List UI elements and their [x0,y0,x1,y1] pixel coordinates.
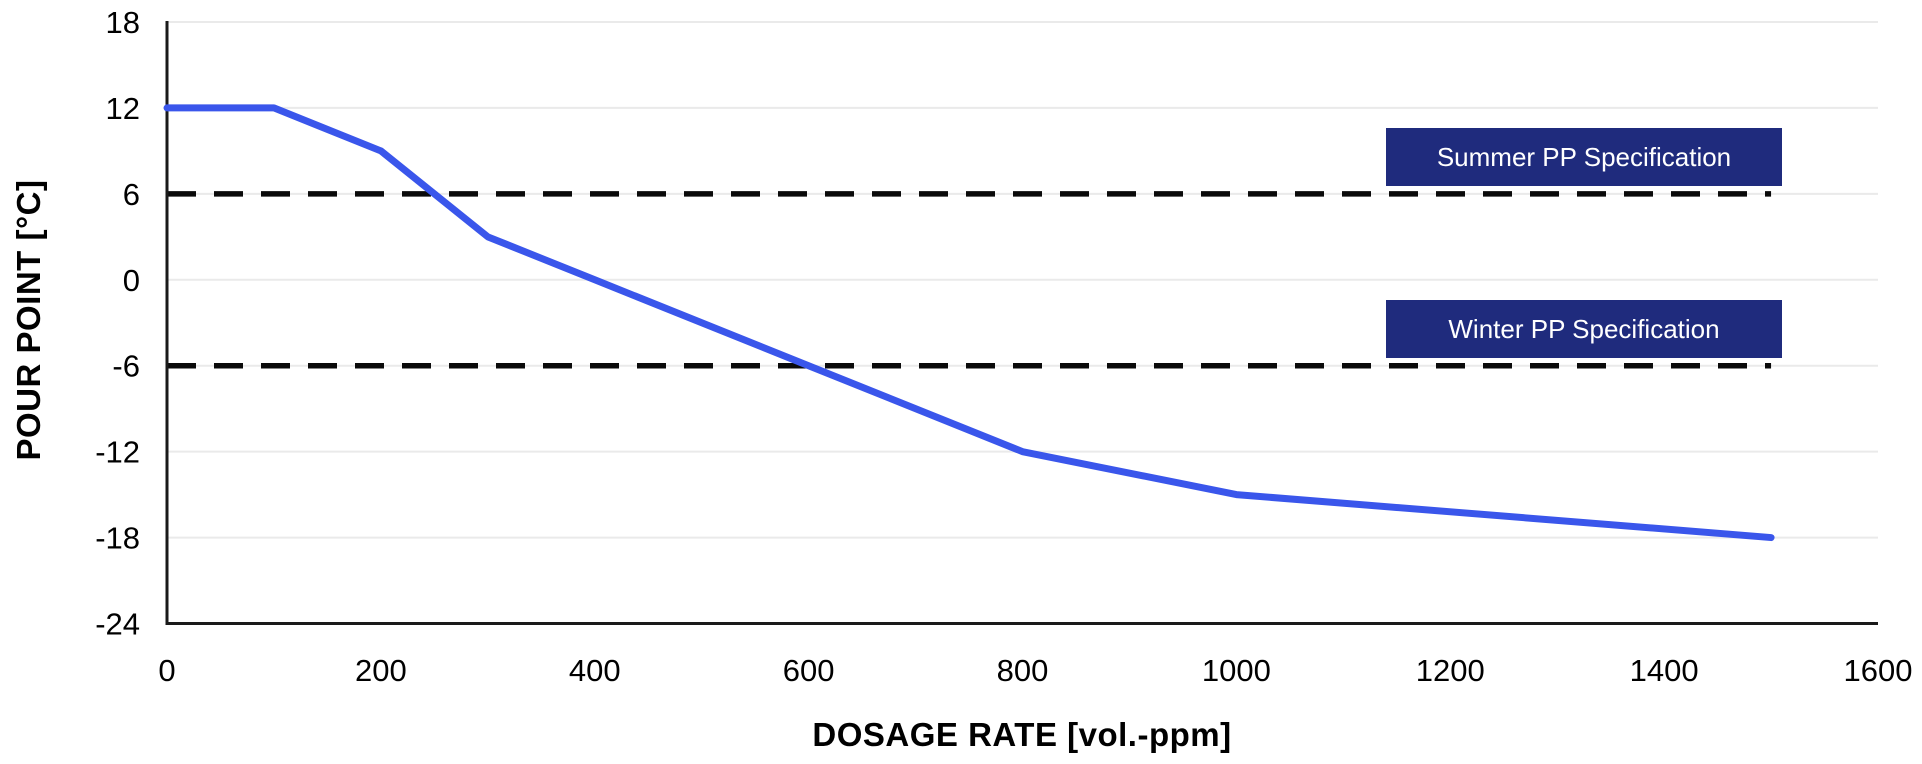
x-tick-label-800: 800 [997,653,1049,688]
y-tick-label-6: 6 [123,177,140,212]
x-tick-label-200: 200 [355,653,407,688]
x-tick-label-1400: 1400 [1630,653,1699,688]
y-tick-label--18: -18 [95,521,140,556]
y-tick-label-18: 18 [106,5,140,40]
x-axis-title: DOSAGE RATE [vol.-ppm] [812,716,1232,753]
y-tick-label-0: 0 [123,263,140,298]
series-line-0 [163,104,1775,542]
x-tick-label-400: 400 [569,653,621,688]
x-tick-label-0: 0 [158,653,175,688]
winter-spec-label: Winter PP Specification [1386,300,1782,358]
summer-spec-label: Summer PP Specification [1386,128,1782,186]
y-tick-label-12: 12 [106,91,140,126]
x-tick-label-600: 600 [783,653,835,688]
x-tick-label-1000: 1000 [1202,653,1271,688]
x-tick-label-1600: 1600 [1844,653,1913,688]
y-tick-label--12: -12 [95,435,140,470]
y-tick-label--6: -6 [112,349,140,384]
x-tick-label-1200: 1200 [1416,653,1485,688]
y-axis-title: POUR POINT [°C] [10,179,47,461]
y-tick-label--24: -24 [95,607,140,642]
